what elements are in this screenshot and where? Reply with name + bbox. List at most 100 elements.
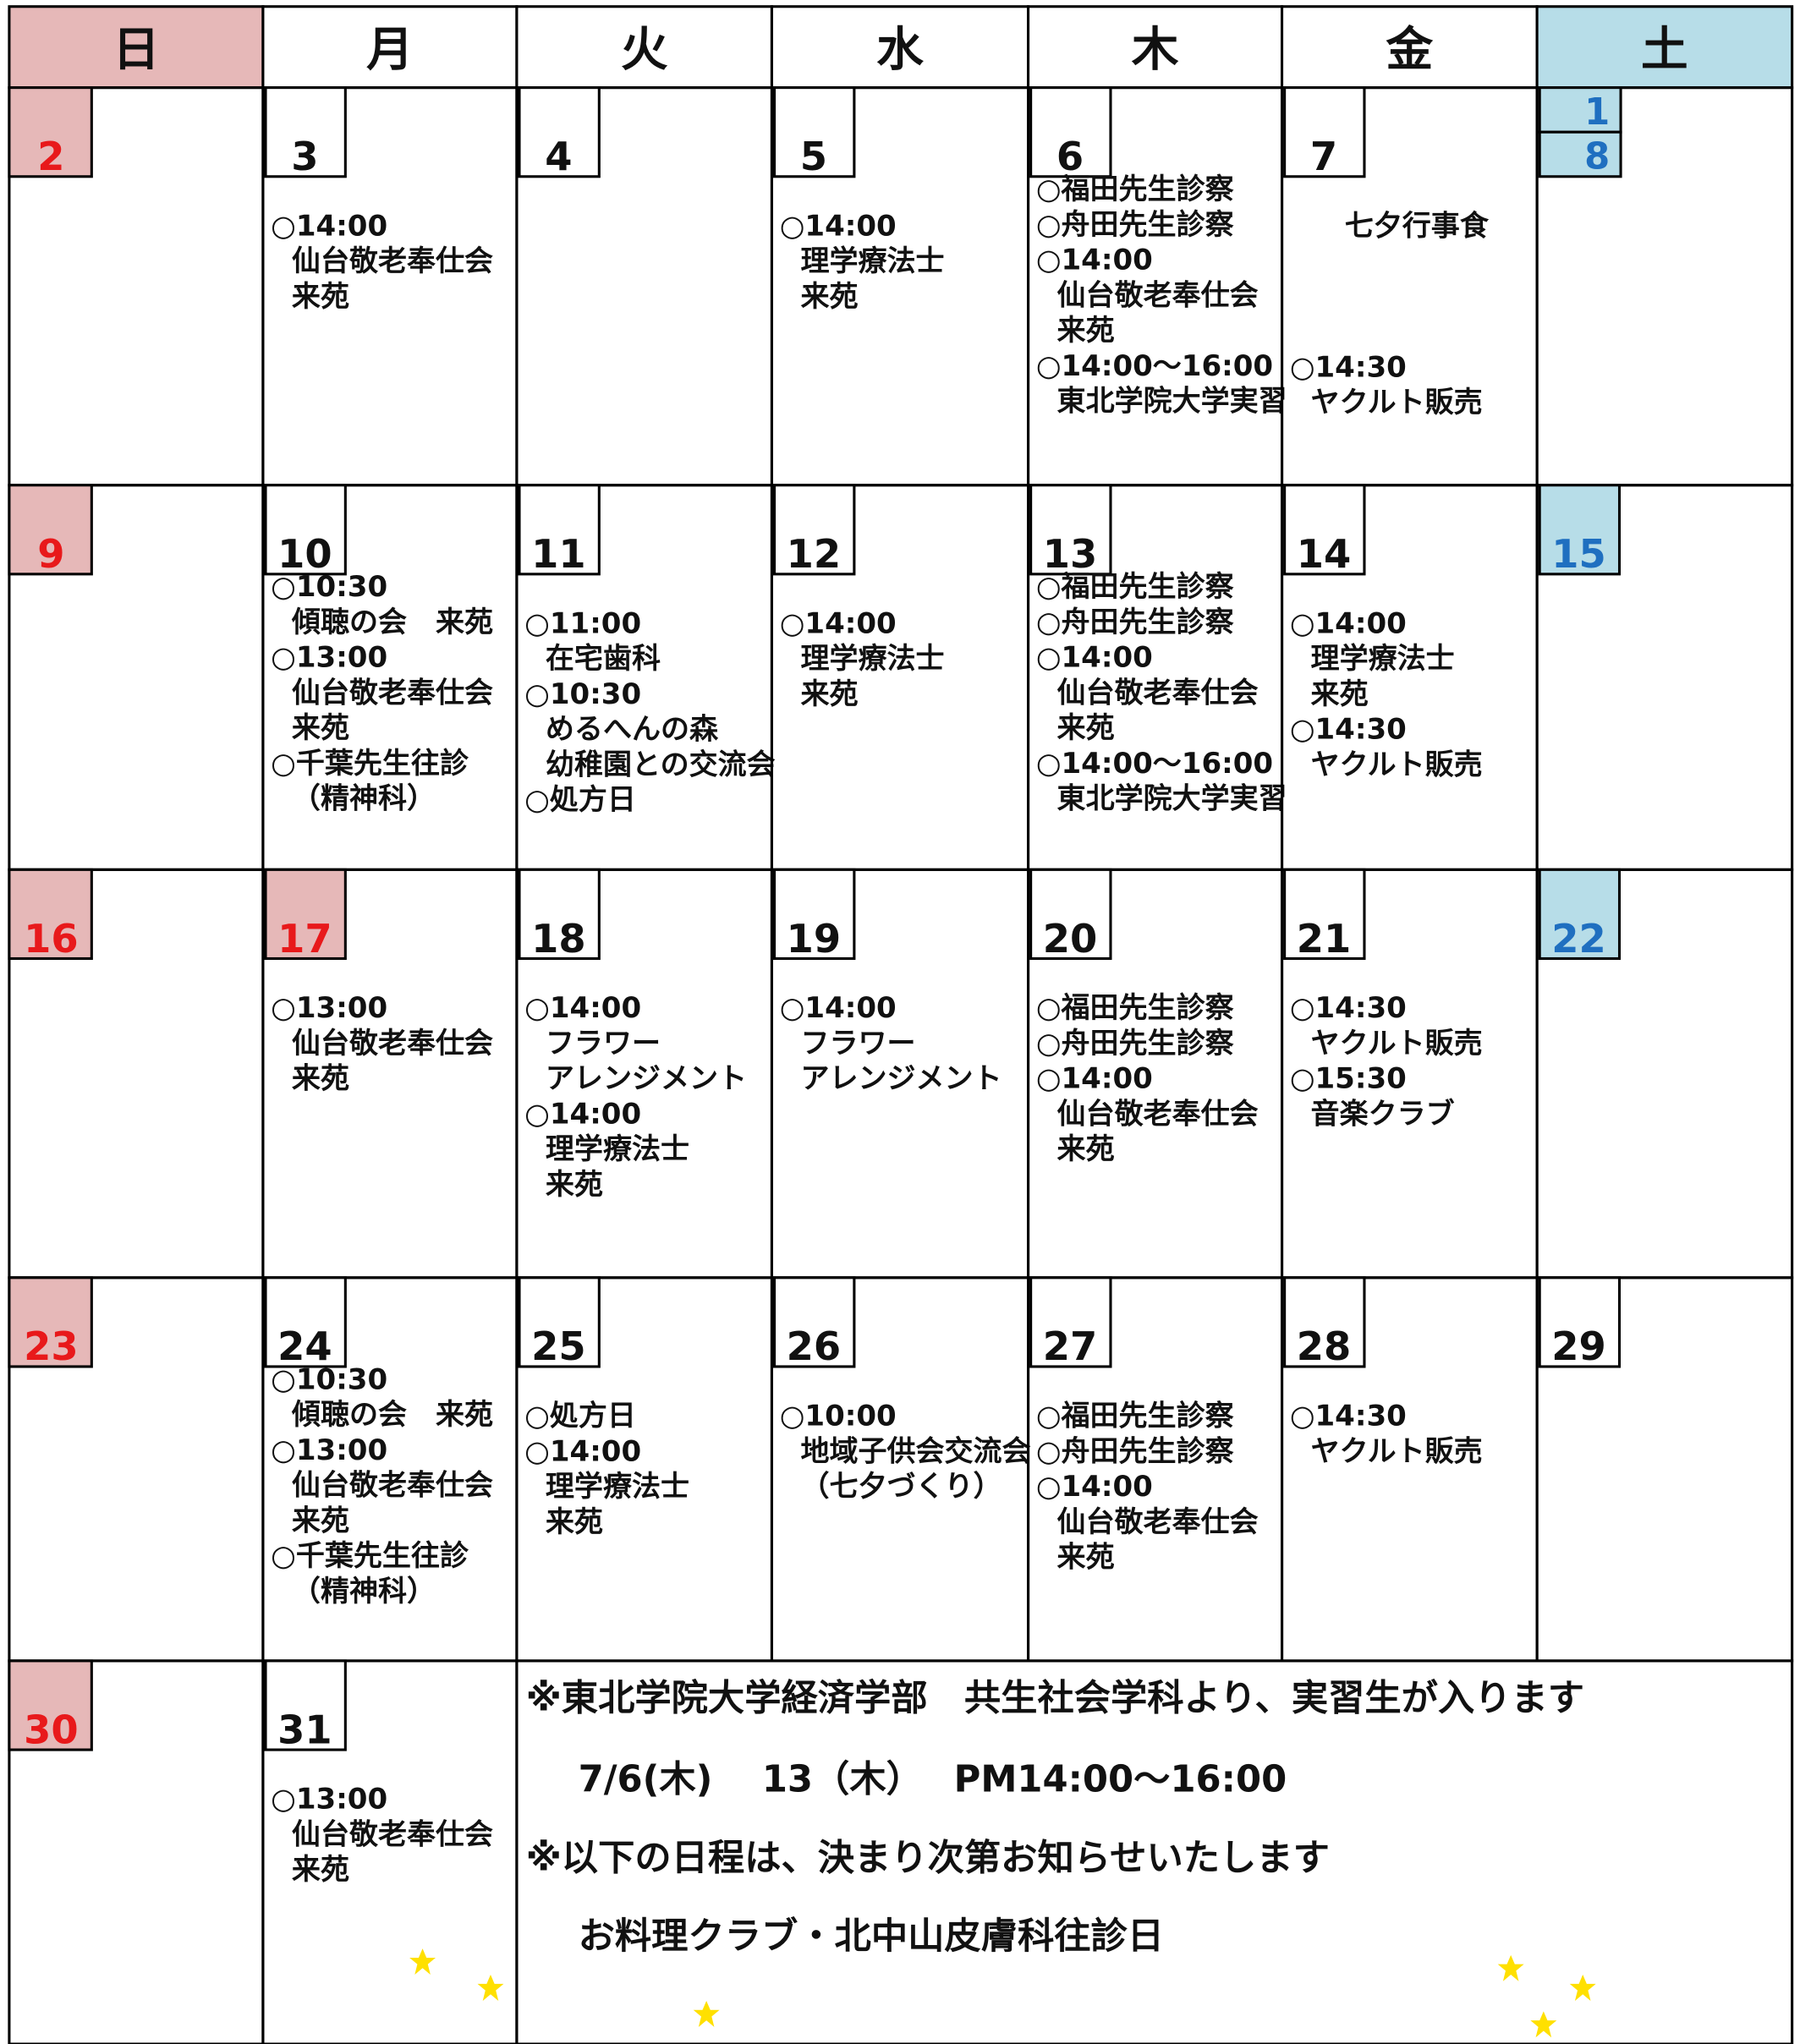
event-line: ○千葉先生往診 bbox=[271, 1539, 469, 1573]
event-line: フラワー bbox=[800, 1027, 915, 1060]
notes-area bbox=[515, 1659, 1794, 2044]
event-line: ○福田先生診察 bbox=[1036, 1400, 1234, 1433]
event-line: 理学療法士 bbox=[546, 1470, 689, 1504]
day-box bbox=[264, 868, 347, 961]
event-line: ○14:00 bbox=[1036, 244, 1153, 277]
day-box bbox=[1538, 484, 1622, 576]
day-box bbox=[8, 484, 93, 576]
day-number: 2 bbox=[37, 134, 64, 179]
event-line: 傾聴の会 来苑 bbox=[291, 1398, 493, 1432]
event-line: 仙台敬老奉仕会 bbox=[292, 1817, 493, 1851]
event-line: ○14:00 bbox=[524, 1097, 641, 1131]
event-line: ○13:00 bbox=[271, 1783, 387, 1817]
day-number: 29 bbox=[1551, 1323, 1606, 1369]
event-line: ○福田先生診察 bbox=[1036, 173, 1234, 206]
star bbox=[1530, 2011, 1557, 2038]
day-box bbox=[264, 484, 347, 576]
header-day: 土 bbox=[1641, 22, 1688, 77]
day-number: 15 bbox=[1551, 531, 1606, 577]
day-number: 11 bbox=[531, 531, 586, 577]
day-number: 13 bbox=[1043, 531, 1098, 577]
star bbox=[1569, 1975, 1596, 2001]
event-line: ○14:00 bbox=[780, 606, 897, 640]
day-number: 17 bbox=[277, 916, 332, 962]
day-box bbox=[264, 86, 347, 178]
day-number: 19 bbox=[787, 916, 842, 962]
header-cell bbox=[515, 5, 774, 90]
event-line: ○14:00 bbox=[271, 209, 387, 243]
event-line: ○14:30 bbox=[1290, 713, 1407, 747]
day-number: 20 bbox=[1043, 916, 1098, 962]
event-line: ○14:30 bbox=[1290, 991, 1407, 1025]
day-number: 10 bbox=[277, 531, 332, 577]
event-line: ○11:00 bbox=[524, 606, 641, 640]
event-line: めるへんの森 bbox=[546, 713, 719, 747]
event-line: 幼稚園との交流会 bbox=[546, 748, 776, 781]
day-number: 4 bbox=[545, 134, 572, 179]
event-line: 東北学院大学実習 bbox=[1057, 782, 1287, 816]
event-line: ○福田先生診察 bbox=[1036, 991, 1234, 1025]
header-day: 木 bbox=[1132, 22, 1179, 77]
event-line: 仙台敬老奉仕会 bbox=[292, 1469, 493, 1503]
day-box bbox=[264, 1659, 347, 1751]
day-box bbox=[1538, 86, 1622, 134]
event-line: ○舟田先生診察 bbox=[1036, 208, 1234, 242]
header-day: 火 bbox=[621, 22, 668, 77]
day-box bbox=[1283, 86, 1366, 178]
event-line: 在宅歯科 bbox=[546, 642, 661, 676]
note-line: ※以下の日程は、決まり次第お知らせいたします bbox=[526, 1837, 1330, 1879]
event-line: 音楽クラブ bbox=[1311, 1097, 1455, 1131]
event-line: ○14:30 bbox=[1290, 1400, 1407, 1433]
event-line: 仙台敬老奉仕会 bbox=[1057, 676, 1259, 710]
event-line: ○14:00 bbox=[524, 1434, 641, 1468]
day-box bbox=[8, 1659, 93, 1751]
day-box bbox=[1029, 86, 1112, 178]
day-number: 28 bbox=[1297, 1323, 1352, 1369]
event-line: 仙台敬老奉仕会 bbox=[1057, 1505, 1259, 1539]
day-number: 16 bbox=[24, 916, 79, 962]
event-line: （七夕づくり） bbox=[800, 1470, 1002, 1504]
day-box bbox=[773, 86, 856, 178]
event-line: 仙台敬老奉仕会 bbox=[1057, 278, 1259, 312]
day-number: 1 bbox=[1584, 91, 1610, 134]
star bbox=[1497, 1954, 1524, 1981]
day-box bbox=[8, 1276, 93, 1368]
event-line: ○10:30 bbox=[524, 677, 641, 711]
day-number: 14 bbox=[1297, 531, 1352, 577]
day-number: 3 bbox=[291, 134, 318, 179]
day-box bbox=[8, 86, 93, 178]
event-line: 仙台敬老奉仕会 bbox=[292, 676, 493, 710]
event-line: 来苑 bbox=[546, 1505, 603, 1539]
event-line: 理学療法士 bbox=[546, 1132, 689, 1166]
header-cell bbox=[261, 5, 519, 90]
header-day: 日 bbox=[112, 22, 160, 77]
event-line: 仙台敬老奉仕会 bbox=[292, 244, 493, 278]
day-box bbox=[1538, 868, 1622, 961]
day-number: 9 bbox=[37, 531, 64, 577]
event-line: 来苑 bbox=[1311, 677, 1369, 711]
event-line: 来苑 bbox=[292, 1504, 349, 1537]
event-line: 来苑 bbox=[800, 677, 858, 711]
day-box bbox=[1029, 868, 1112, 961]
event-line: ヤクルト販売 bbox=[1311, 1027, 1483, 1060]
event-line: 来苑 bbox=[1057, 1132, 1115, 1166]
event-line: ○14:00 bbox=[780, 209, 897, 243]
event-line: ○舟田先生診察 bbox=[1036, 1434, 1234, 1468]
event-line: ○13:00 bbox=[271, 1433, 387, 1467]
event-line: 来苑 bbox=[292, 280, 349, 314]
event-line: （精神科） bbox=[292, 782, 436, 816]
event-line: 理学療法士 bbox=[800, 244, 944, 278]
event-line: 理学療法士 bbox=[800, 642, 944, 676]
event-line: 東北学院大学実習 bbox=[1057, 385, 1287, 419]
event-line: 地域子供会交流会 bbox=[800, 1434, 1030, 1468]
day-number: 24 bbox=[277, 1323, 332, 1369]
day-number: 30 bbox=[24, 1707, 79, 1752]
event-line: ○10:30 bbox=[271, 1362, 387, 1396]
star bbox=[693, 2000, 720, 2027]
event-line: ○13:00 bbox=[271, 991, 387, 1025]
event-line: ○千葉先生往診 bbox=[271, 747, 469, 781]
event-line: ○処方日 bbox=[524, 783, 636, 817]
note-line: お料理クラブ・北中山皮膚科往診日 bbox=[579, 1915, 1165, 1958]
event-line: ○14:00 bbox=[1036, 1062, 1153, 1096]
event-line: 来苑 bbox=[292, 711, 349, 745]
